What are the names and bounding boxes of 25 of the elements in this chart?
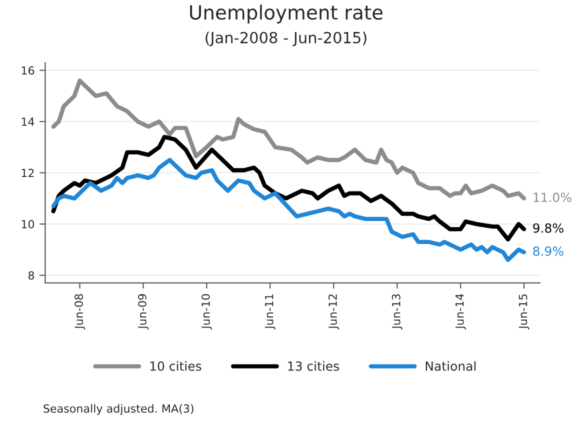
line-series [51,134,526,242]
annotation: 11.0% [534,192,572,202]
y-tick-label: 8 [28,271,34,280]
x-tick-label: Jun-12 [328,294,339,330]
annotation: 9.8% [533,223,564,233]
chart-title: Unemployment rate [190,4,383,24]
line-series [51,158,526,262]
y-tick-label: 12 [22,168,34,178]
legend-label: 10 cities [150,361,202,371]
x-tick-label: Jun-15 [518,294,530,330]
x-tick-label: Jun-14 [456,294,466,330]
x-tick-label: Jun-13 [392,294,402,330]
legend-label: 13 cities [288,361,340,371]
x-tick-label: Jun-08 [74,294,86,330]
x-tick-label: Jun-09 [138,294,148,330]
text: Seasonally adjusted. MA(3) [44,404,194,415]
line-series [51,78,526,201]
x-tick-label: Jun-11 [265,294,276,330]
y-tick-label: 16 [22,66,34,75]
y-tick-label: 10 [22,220,34,228]
legend-label: National [426,361,476,371]
annotation: 8.9% [533,246,564,256]
chart-subtitle: (Jan-2008 - Jun-2015) [206,32,366,46]
x-tick-label: Jun-10 [201,294,212,330]
y-tick-label: 14 [22,118,34,126]
